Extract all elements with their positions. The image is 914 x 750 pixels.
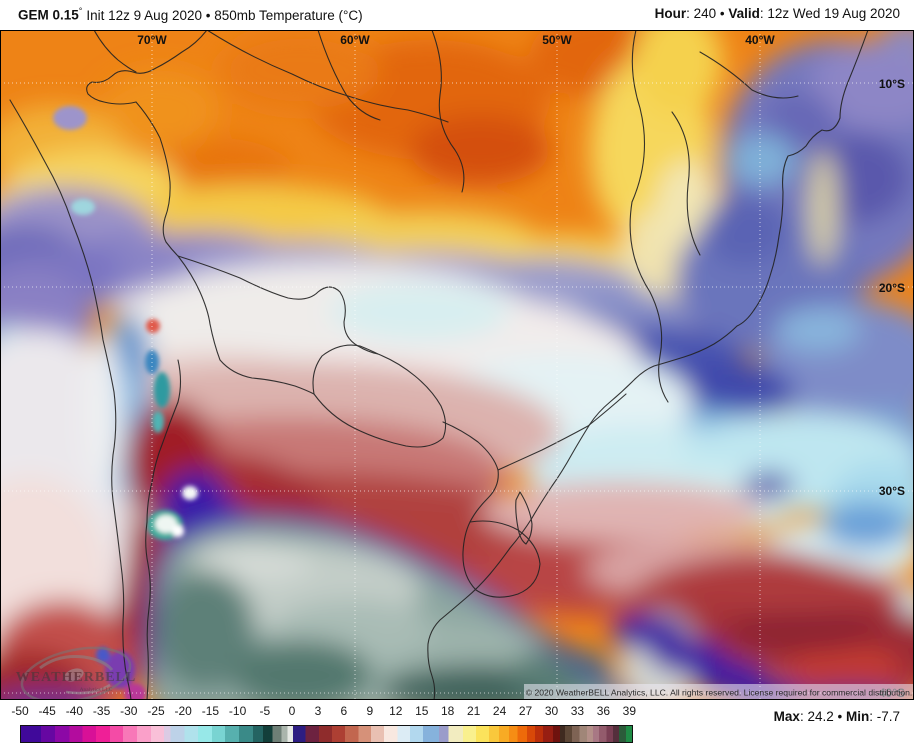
colorbar-tick-label: 27 bbox=[518, 704, 533, 718]
min-colon: : bbox=[869, 709, 877, 724]
colorbar-tick-label: -25 bbox=[147, 704, 165, 718]
colorbar-tick-label: -35 bbox=[92, 704, 111, 718]
right-axis-label: 10°S bbox=[879, 77, 905, 91]
colorbar-tick-label: 6 bbox=[340, 704, 348, 718]
colorbar-tick-label: -10 bbox=[228, 704, 247, 718]
colorbar-tick-label: 30 bbox=[544, 704, 559, 718]
country-borders bbox=[9, 30, 869, 700]
colorbar-tick-label: -30 bbox=[120, 704, 138, 718]
colorbar-gradient bbox=[20, 725, 633, 743]
top-axis-label: 70°W bbox=[137, 33, 167, 47]
colorbar-tick-label: -5 bbox=[259, 704, 271, 718]
temperature-fill-layer: 70°W 60°W 50°W 40°W 10°S 20°S 30°S 40°S … bbox=[0, 30, 914, 700]
hour-colon: : bbox=[686, 6, 694, 21]
colorbar-labels: -50 -45 -40 -35 -30 -25 -20 -15 -10 -5 0 3 6 9 12 15 18 2… bbox=[0, 704, 660, 719]
colorbar-tick-label: -15 bbox=[201, 704, 220, 718]
copyright-text: © 2020 WeatherBELL Analytics, LLC. All r… bbox=[526, 688, 913, 698]
valid-label: Valid bbox=[728, 6, 760, 21]
logo-subtext: Analytics LLC bbox=[80, 687, 113, 693]
colorbar-tick-label: -20 bbox=[174, 704, 192, 718]
logo-text: WEATHERBELL bbox=[16, 670, 136, 685]
copyright-strip: © 2020 WeatherBELL Analytics, LLC. All r… bbox=[524, 684, 914, 700]
weather-map: 70°W 60°W 50°W 40°W 10°S 20°S 30°S 40°S … bbox=[0, 30, 914, 700]
footer-bar: -50 -45 -40 -35 -30 -25 -20 -15 -10 -5 0 3 6 9 12 15 18 2… bbox=[0, 700, 914, 750]
top-axis-label: 60°W bbox=[340, 33, 370, 47]
maxmin-readout: Max: 24.2 • Min: -7.7 bbox=[774, 709, 900, 724]
title-details: Init 12z 9 Aug 2020 • 850mb Temperature … bbox=[86, 7, 363, 23]
hour-value: 240 bbox=[693, 6, 717, 21]
weather-map-svg: 70°W 60°W 50°W 40°W 10°S 20°S 30°S 40°S … bbox=[0, 30, 914, 700]
colorbar-tick-label: 39 bbox=[622, 704, 637, 718]
colorbar-tick-label: 21 bbox=[466, 704, 481, 718]
colorbar-tick-label: 12 bbox=[389, 704, 403, 718]
colorbar-tick-label: 33 bbox=[570, 704, 585, 718]
right-axis-label: 20°S bbox=[879, 281, 905, 295]
weatherbell-logo: WEATHERBELL Analytics LLC bbox=[16, 646, 136, 700]
max-value: 24.2 bbox=[807, 709, 834, 724]
degree-mark: ° bbox=[78, 6, 83, 16]
colorbar-tick-label: 0 bbox=[288, 704, 296, 718]
validity-readout: Hour: 240 • Valid: 12z Wed 19 Aug 2020 bbox=[655, 6, 900, 21]
colorbar-tick-label: -40 bbox=[65, 704, 84, 718]
hour-label: Hour bbox=[654, 6, 687, 21]
min-value: -7.7 bbox=[876, 709, 900, 724]
valid-colon: : bbox=[759, 6, 768, 21]
top-axis-label: 40°W bbox=[745, 33, 775, 47]
model-name: GEM 0.15 bbox=[18, 7, 79, 23]
min-label: Min bbox=[845, 709, 870, 724]
colorbar-tick-label: 3 bbox=[314, 704, 322, 718]
colorbar-tick-label: 15 bbox=[415, 704, 429, 718]
header-bar: GEM 0.15° Init 12z 9 Aug 2020 • 850mb Tem… bbox=[0, 0, 914, 30]
top-axis-label: 50°W bbox=[542, 33, 572, 47]
max-label: Max bbox=[773, 709, 800, 724]
valid-value: 12z Wed 19 Aug 2020 bbox=[767, 6, 900, 21]
graticule-gridlines bbox=[0, 30, 914, 700]
page-title: GEM 0.15° Init 12z 9 Aug 2020 • 850mb Tem… bbox=[18, 6, 363, 23]
max-colon: : bbox=[799, 709, 808, 724]
separator-dot: • bbox=[833, 709, 846, 724]
colorbar-tick-label: -45 bbox=[38, 704, 56, 718]
colorbar-tick-label: 9 bbox=[366, 704, 374, 718]
colorbar-tick-label: -50 bbox=[11, 704, 29, 718]
separator-dot: • bbox=[716, 6, 729, 21]
colorbar-tick-label: 24 bbox=[492, 704, 507, 718]
right-axis-label: 30°S bbox=[879, 484, 905, 498]
colorbar-tick-label: 18 bbox=[441, 704, 455, 718]
colorbar-tick-label: 36 bbox=[596, 704, 611, 718]
